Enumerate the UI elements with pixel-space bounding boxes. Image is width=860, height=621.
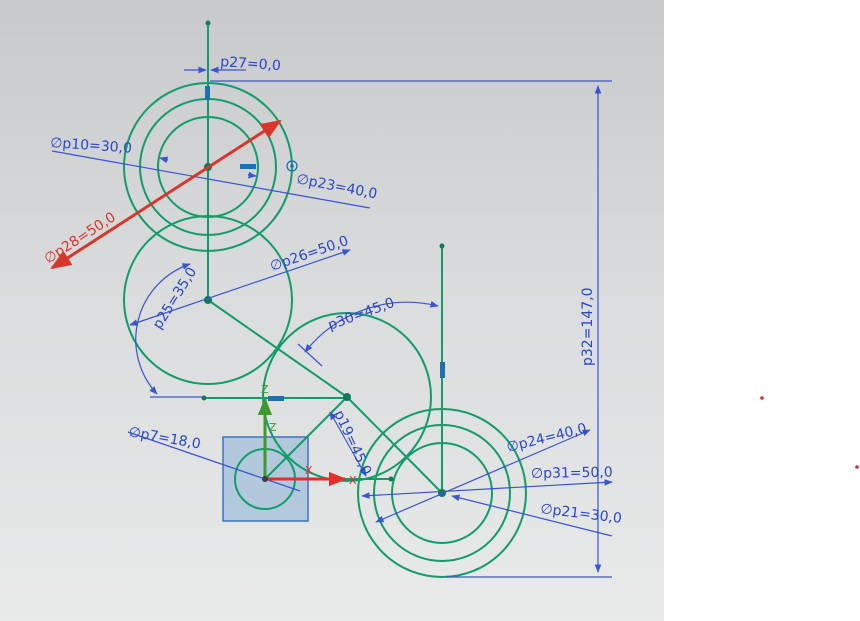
constraint-glyph-vert [205, 86, 210, 100]
point-right-endpoint[interactable] [439, 243, 445, 249]
dim-p30-arc [304, 300, 439, 353]
dim-label-p23[interactable]: ∅p23=40,0 [295, 171, 378, 202]
dim-label-p21[interactable]: ∅p21=30,0 [540, 501, 623, 527]
dim-label-p32[interactable]: p32=147,0 [580, 287, 596, 366]
dim-p31-line [361, 479, 613, 499]
dim-label-p30[interactable]: p30=45,0 [326, 295, 397, 334]
coordinate-system[interactable] [257, 397, 347, 487]
csys-label-x-far: X [349, 474, 357, 487]
point-middle-center[interactable] [343, 393, 351, 401]
point-top-endpoint[interactable] [205, 20, 211, 26]
dim-p21-line [451, 494, 613, 537]
dim-label-p10[interactable]: ∅p10=30,0 [50, 135, 133, 157]
dim-p10-arrow-b [247, 171, 257, 179]
dim-p28-line[interactable] [50, 119, 282, 270]
constraint-glyph-top [240, 164, 256, 169]
dim-p7-line [127, 431, 301, 492]
dim-label-p27[interactable]: p27=0,0 [220, 54, 282, 74]
sketch-geometry[interactable] [123, 20, 527, 578]
dim-label-p24[interactable]: ∅p24=40,0 [505, 421, 588, 456]
dim-p19-line [329, 411, 367, 477]
dim-p30-ext [297, 343, 323, 367]
dim-p25-arc [135, 263, 191, 395]
dim-label-p28[interactable]: ∅p28=50,0 [41, 209, 118, 267]
csys-origin [262, 476, 268, 482]
dim-label-p25[interactable]: p25=35,0 [150, 265, 200, 333]
stray-point-2 [855, 465, 859, 469]
csys-label-x-near: X [305, 464, 313, 477]
dim-label-p31[interactable]: ∅p31=50,0 [531, 465, 613, 482]
line-top-to-middle[interactable] [207, 299, 348, 398]
snap-target-icon[interactable] [286, 160, 298, 172]
constraint-glyph-right [440, 362, 445, 378]
dim-label-p7[interactable]: ∅p7=18,0 [127, 424, 202, 452]
point-horizontal-endpoint[interactable] [201, 395, 207, 401]
point-origin-line-end[interactable] [388, 476, 394, 482]
csys-label-z-upper: Z [261, 383, 269, 396]
dim-p10-arrow-a [159, 156, 169, 164]
dim-p24-line [375, 429, 591, 523]
csys-label-z-lower: Z [269, 421, 277, 434]
stray-point-1 [760, 396, 764, 400]
line-middle-to-origin[interactable] [264, 396, 348, 480]
constraint-glyph-mid [268, 396, 284, 401]
snap-target-dot [290, 164, 294, 168]
